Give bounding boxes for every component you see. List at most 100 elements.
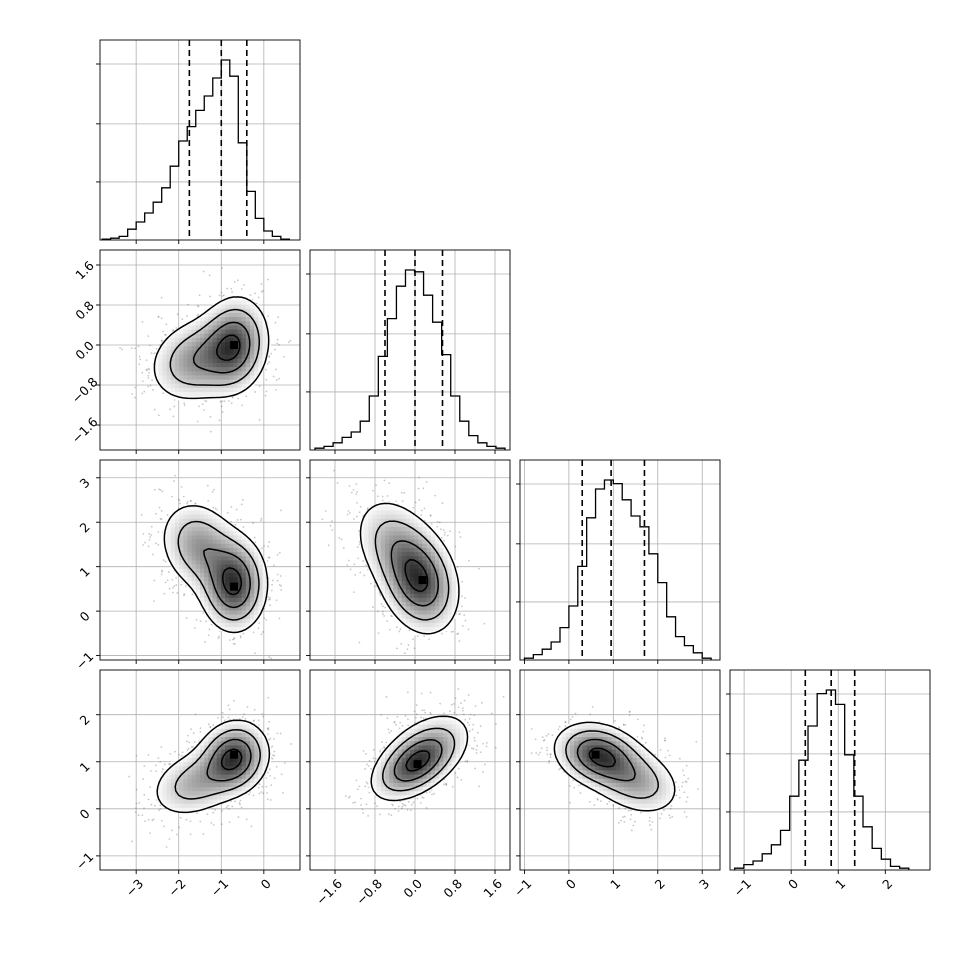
density-panel-1-3 <box>306 669 511 874</box>
y-tick-labels-row-1: −1.6 −0.8 0.0 0.8 1.6 <box>69 258 101 446</box>
contour-level-3 <box>576 738 636 782</box>
density-panel-0-3 <box>96 669 301 874</box>
histogram-panel-1 <box>306 249 511 454</box>
x-tick-label: −1 <box>208 876 232 900</box>
contour-level-3 <box>390 540 439 607</box>
x-tick-label: 2 <box>879 876 895 892</box>
peak-marker <box>230 341 239 349</box>
peak-marker <box>413 760 422 769</box>
histogram-panel-0 <box>96 39 301 244</box>
x-tick-label: 1 <box>832 876 848 892</box>
y-tick-label: −1.6 <box>69 414 101 446</box>
axes-frame <box>309 669 511 871</box>
contour-level-1 <box>359 502 460 635</box>
histogram-panel-3 <box>726 669 931 874</box>
peak-marker <box>230 750 239 759</box>
axes-frame <box>99 669 301 871</box>
y-tick-label: 0 <box>76 608 92 624</box>
axes-frame <box>519 459 721 661</box>
axes-frame <box>99 39 301 241</box>
contour-level-4 <box>405 750 431 772</box>
density-shading <box>368 715 469 804</box>
peak-marker <box>418 576 427 584</box>
x-tick-label: −2 <box>165 876 189 900</box>
contour-level-4 <box>222 567 243 596</box>
x-tick-labels-col-3: −1 0 1 2 <box>731 876 896 900</box>
x-tick-label: 3 <box>696 876 712 892</box>
y-tick-label: 0.8 <box>72 298 97 323</box>
contour-level-4 <box>404 558 429 592</box>
x-tick-label: 0.0 <box>400 876 425 901</box>
density-shading <box>154 295 272 401</box>
y-tick-label: 0.0 <box>72 338 97 363</box>
x-tick-labels-col-2: −1 0 1 2 3 <box>511 876 712 900</box>
histogram-panel-2 <box>516 459 721 664</box>
y-tick-label: 1.6 <box>72 258 97 283</box>
density-contours <box>553 721 676 812</box>
x-tick-label: −1 <box>731 876 755 900</box>
x-tick-label: −3 <box>123 876 147 900</box>
density-panel-2-3 <box>516 669 721 874</box>
histogram-step <box>734 689 910 870</box>
density-shading <box>162 505 268 636</box>
density-contours <box>359 502 460 635</box>
x-tick-label: 2 <box>652 876 668 892</box>
contour-level-2 <box>169 308 261 386</box>
x-tick-label: 1.6 <box>480 876 505 901</box>
contour-level-2 <box>565 730 659 799</box>
axes-frame <box>519 669 721 871</box>
contour-level-3 <box>393 738 443 782</box>
axes-frame <box>99 459 301 661</box>
density-panel-0-2 <box>96 459 301 664</box>
contour-level-3 <box>192 321 251 374</box>
y-tick-labels-row-3: −1 0 1 2 <box>73 712 97 873</box>
contour-level-2 <box>374 520 450 621</box>
contour-level-2 <box>382 727 456 792</box>
density-contours <box>156 719 271 814</box>
x-tick-label: 1 <box>607 876 623 892</box>
density-contours <box>370 715 469 802</box>
contour-level-1 <box>156 719 271 814</box>
x-tick-labels-col-1: −1.6 −0.8 0.0 0.8 1.6 <box>313 876 505 908</box>
axes-frame <box>309 459 511 661</box>
x-tick-label: 0 <box>785 876 801 892</box>
density-contours <box>153 296 270 400</box>
y-tick-label: 2 <box>76 712 92 728</box>
x-tick-label: 0.8 <box>440 876 465 901</box>
y-tick-label: 0 <box>76 806 92 822</box>
density-contours <box>163 505 269 634</box>
axes-frame <box>309 249 511 451</box>
contour-level-4 <box>216 334 241 361</box>
density-panel-0-1 <box>96 249 301 454</box>
y-tick-label: 1 <box>76 759 92 775</box>
y-tick-label: −1 <box>73 649 97 673</box>
y-tick-labels-row-2: −1 0 1 2 3 <box>73 475 97 673</box>
density-panel-1-2 <box>306 459 511 664</box>
peak-marker <box>591 750 600 759</box>
contour-level-4 <box>588 747 617 768</box>
contour-level-2 <box>174 729 261 800</box>
peak-marker <box>230 582 239 591</box>
histogram-step <box>314 269 506 450</box>
contour-level-1 <box>153 296 270 400</box>
histogram-step <box>523 479 712 660</box>
x-tick-label: −1 <box>511 876 535 900</box>
contour-level-1 <box>163 505 269 634</box>
contour-level-3 <box>206 738 252 782</box>
axes-frame <box>99 249 301 451</box>
x-tick-label: −1.6 <box>313 876 345 908</box>
axes-frame <box>729 669 931 871</box>
contour-level-3 <box>202 548 251 609</box>
x-tick-label: 0 <box>563 876 579 892</box>
x-tick-label: 0 <box>258 876 274 892</box>
y-tick-label: −0.8 <box>69 374 101 406</box>
histogram-step <box>101 59 291 240</box>
y-tick-label: 3 <box>76 475 92 491</box>
y-tick-label: 2 <box>76 519 92 535</box>
y-tick-label: 1 <box>76 564 92 580</box>
y-tick-label: −1 <box>73 849 97 873</box>
x-tick-labels-col-0: −3 −2 −1 0 <box>123 876 274 900</box>
contour-level-1 <box>370 715 469 802</box>
x-tick-label: −0.8 <box>353 876 385 908</box>
